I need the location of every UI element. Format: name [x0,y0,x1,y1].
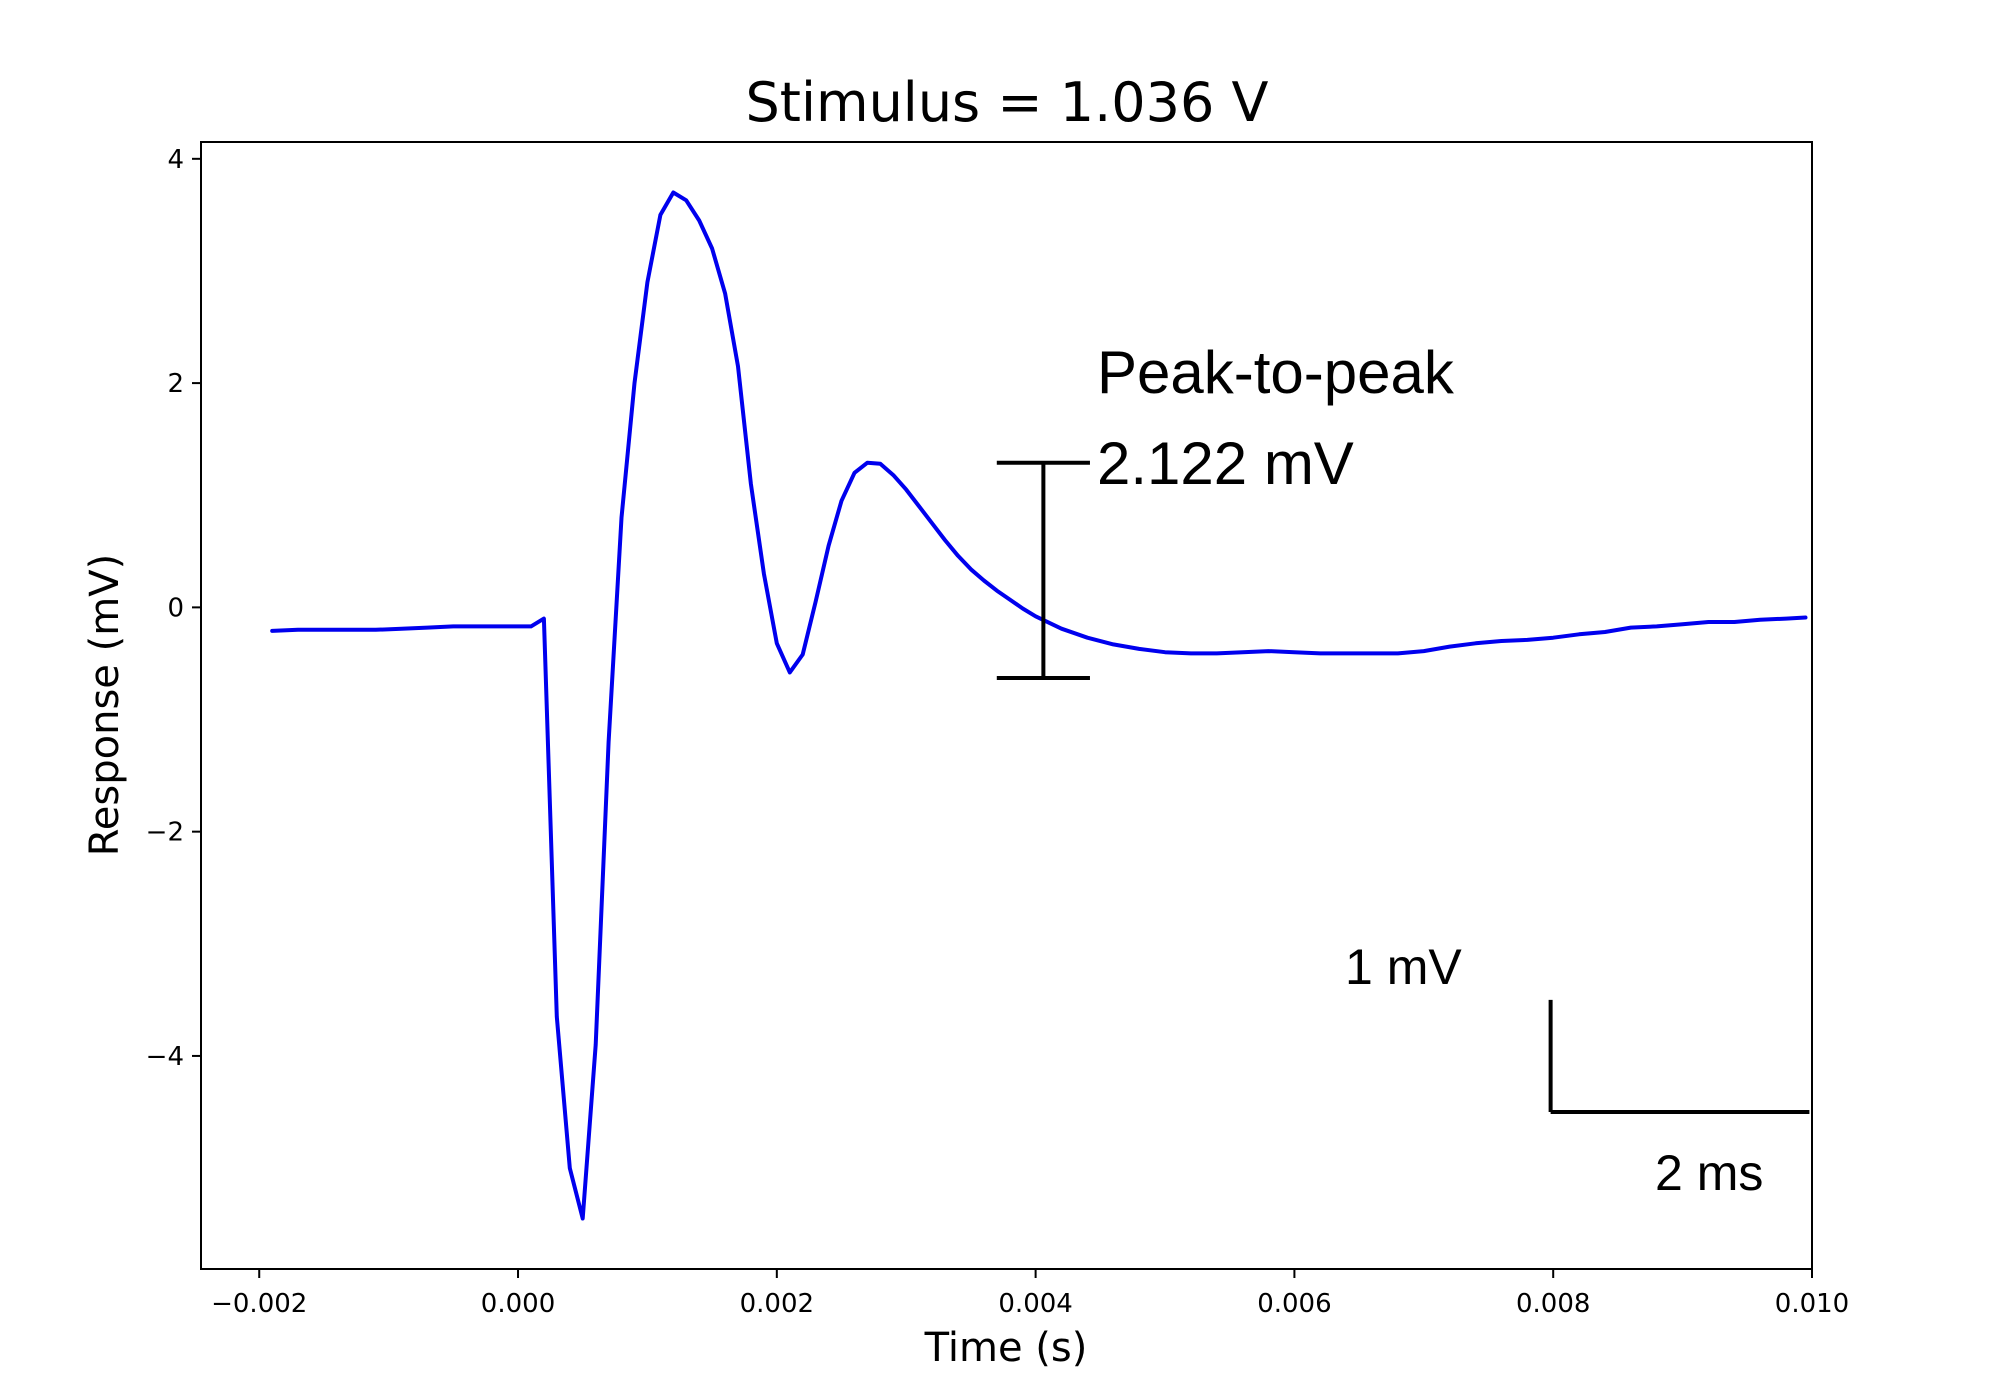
x-tick-label: 0.002 [740,1289,814,1319]
x-tick-label: 0.010 [1775,1289,1849,1319]
scale-bar [1548,999,1810,1115]
x-axis-label: Time (s) [924,1325,1088,1371]
x-tick-label: 0.004 [998,1289,1072,1319]
scale-y-label: 1 mV [1345,939,1462,995]
plot-frame [200,141,1813,1270]
y-tick-label: 0 [167,593,184,623]
y-tick-label: −2 [146,818,184,848]
chart-title: Stimulus = 1.036 V [746,71,1269,134]
y-axis-label: Response (mV) [82,554,128,856]
peak-label-line1: Peak-to-peak [1097,339,1455,406]
x-tick-label: −0.002 [211,1289,307,1319]
peak-to-peak-bar [996,460,1090,681]
scale-x-label: 2 ms [1655,1145,1763,1201]
x-tick-label: 0.006 [1257,1289,1331,1319]
x-tick-label: 0.008 [1516,1289,1590,1319]
x-tick-label: 0.000 [481,1289,555,1319]
y-tick-label: 2 [167,369,184,399]
y-axis: 4 2 0 −2 −4 [146,145,201,1072]
series-line [270,190,1808,1221]
x-axis: −0.002 0.000 0.002 0.004 0.006 0.008 0.010 [211,1269,1849,1319]
y-tick-label: 4 [167,145,184,175]
y-tick-label: −4 [146,1042,184,1072]
peak-label-line2: 2.122 mV [1097,430,1354,497]
